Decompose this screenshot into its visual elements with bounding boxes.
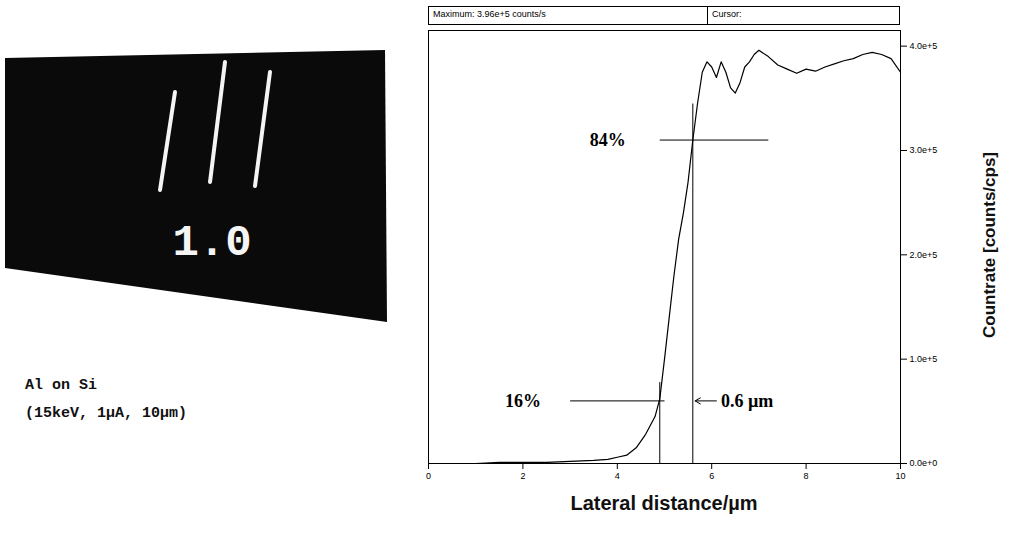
svg-text:16%: 16% bbox=[505, 391, 541, 411]
svg-text:8: 8 bbox=[804, 471, 809, 481]
svg-text:1.0e+5: 1.0e+5 bbox=[910, 354, 938, 364]
html-text:(15keV, 1µA, 10µm): (15keV, 1µA, 10µm) bbox=[25, 405, 187, 422]
html-text:Cursor:: Cursor: bbox=[712, 9, 742, 19]
html-text:Maximum: 3.96e+5 counts/s: Maximum: 3.96e+5 counts/s bbox=[433, 9, 546, 19]
svg-text:0.0e+0: 0.0e+0 bbox=[910, 458, 938, 468]
svg-text:0: 0 bbox=[426, 471, 431, 481]
svg-text:0.6 µm: 0.6 µm bbox=[721, 391, 773, 411]
html-text:Lateral distance/µm: Lateral distance/µm bbox=[570, 492, 758, 514]
svg-text:1.0: 1.0 bbox=[172, 218, 251, 268]
svg-text:84%: 84% bbox=[590, 130, 626, 150]
svg-text:2: 2 bbox=[520, 471, 525, 481]
html-text:Countrate [counts/cps]: Countrate [counts/cps] bbox=[980, 152, 999, 338]
svg-text:6: 6 bbox=[709, 471, 714, 481]
svg-text:4: 4 bbox=[615, 471, 620, 481]
html-text:Al on Si: Al on Si bbox=[25, 377, 97, 394]
svg-text:10: 10 bbox=[895, 471, 905, 481]
svg-text:4.0e+5: 4.0e+5 bbox=[910, 41, 938, 51]
svg-text:2.0e+5: 2.0e+5 bbox=[910, 250, 938, 260]
svg-text:3.0e+5: 3.0e+5 bbox=[910, 145, 938, 155]
